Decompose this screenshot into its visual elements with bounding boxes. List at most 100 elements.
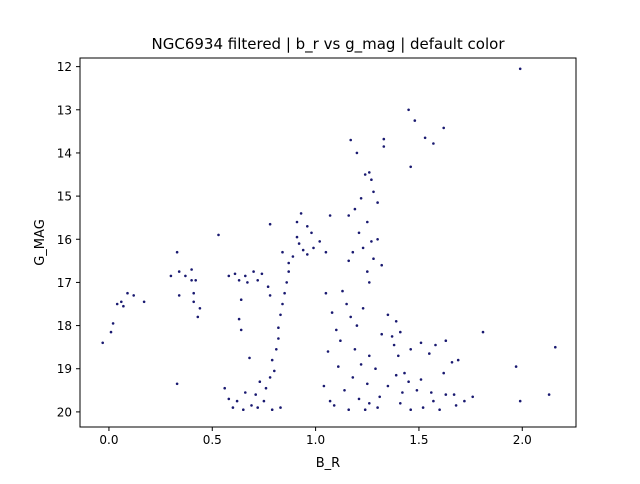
data-point — [399, 402, 402, 405]
y-axis-label: G_MAG — [33, 219, 48, 266]
data-point — [233, 272, 237, 276]
data-point — [370, 178, 373, 181]
x-tick-label: 1.0 — [306, 433, 325, 447]
data-point — [277, 326, 280, 330]
data-point — [281, 302, 284, 306]
data-point — [175, 250, 179, 254]
data-point — [275, 348, 278, 351]
data-point — [415, 389, 419, 392]
data-point — [380, 332, 384, 336]
y-tick-label: 19 — [57, 362, 72, 376]
data-point — [242, 408, 245, 412]
data-point — [231, 406, 235, 409]
data-point — [256, 406, 260, 409]
data-point — [366, 382, 369, 386]
data-point — [409, 165, 413, 169]
data-point — [368, 354, 371, 358]
data-point — [403, 371, 406, 375]
data-point — [347, 259, 351, 263]
data-point — [273, 369, 276, 373]
data-point — [409, 408, 413, 412]
data-point — [347, 214, 351, 217]
x-tick-label: 2.0 — [513, 433, 532, 447]
x-axis-ticks: 0.0 0.5 1.0 1.5 2.0 — [99, 427, 532, 447]
data-point — [432, 142, 435, 145]
data-point — [341, 289, 344, 293]
data-point — [326, 350, 330, 353]
data-point — [454, 404, 458, 407]
data-point — [235, 399, 239, 403]
data-point — [318, 240, 322, 243]
data-point — [382, 145, 386, 148]
data-point — [345, 302, 348, 306]
data-point — [190, 268, 193, 271]
data-point — [217, 233, 220, 237]
data-point — [353, 348, 357, 351]
data-point — [328, 399, 332, 403]
data-point — [399, 330, 402, 334]
data-point — [444, 339, 448, 343]
data-point — [237, 317, 241, 321]
data-point — [330, 311, 334, 314]
data-point — [287, 270, 291, 273]
data-point — [386, 313, 390, 317]
data-point — [351, 250, 355, 254]
data-point — [370, 240, 373, 243]
data-point — [244, 274, 247, 278]
data-point — [335, 328, 338, 332]
data-point — [177, 294, 181, 297]
data-point — [547, 393, 551, 396]
data-point — [434, 343, 437, 347]
data-point — [175, 382, 179, 386]
data-point — [196, 315, 200, 319]
data-point — [324, 291, 328, 295]
data-point — [312, 246, 315, 250]
data-point — [444, 393, 448, 396]
data-point — [339, 339, 342, 343]
data-point — [357, 397, 361, 401]
data-point — [409, 348, 413, 351]
data-point — [355, 151, 359, 155]
data-point — [357, 231, 361, 235]
data-point — [250, 404, 253, 407]
data-point — [264, 386, 268, 390]
data-point — [279, 313, 282, 317]
y-tick-label: 18 — [57, 319, 72, 333]
y-axis-ticks: 12 13 14 15 16 17 18 19 20 — [57, 60, 80, 419]
chart-title: NGC6934 filtered | b_r vs g_mag | defaul… — [152, 35, 506, 54]
data-point — [359, 197, 363, 200]
data-point — [380, 263, 384, 267]
y-tick-label: 16 — [57, 233, 72, 247]
data-point — [256, 279, 260, 282]
data-point — [514, 365, 518, 368]
data-point — [368, 402, 371, 405]
data-point — [471, 395, 475, 399]
data-point — [363, 408, 367, 412]
data-point — [428, 352, 431, 355]
x-axis-label: B_R — [316, 456, 340, 471]
data-point — [184, 274, 187, 278]
data-point — [126, 291, 129, 295]
data-point — [376, 406, 379, 409]
data-points — [101, 67, 557, 412]
x-tick-label: 0.0 — [99, 433, 118, 447]
data-point — [227, 274, 231, 278]
data-point — [169, 274, 173, 278]
data-point — [349, 315, 353, 319]
data-point — [421, 406, 425, 409]
data-point — [244, 391, 247, 394]
data-point — [361, 307, 365, 310]
data-point — [332, 404, 336, 407]
data-point — [270, 358, 274, 362]
data-point — [378, 395, 382, 399]
data-point — [442, 126, 446, 130]
data-point — [279, 406, 282, 409]
data-point — [518, 399, 522, 403]
data-point — [432, 399, 435, 403]
data-point — [111, 322, 115, 325]
data-point — [386, 384, 390, 388]
data-point — [254, 393, 257, 396]
data-point — [372, 190, 375, 194]
data-point — [337, 365, 340, 368]
